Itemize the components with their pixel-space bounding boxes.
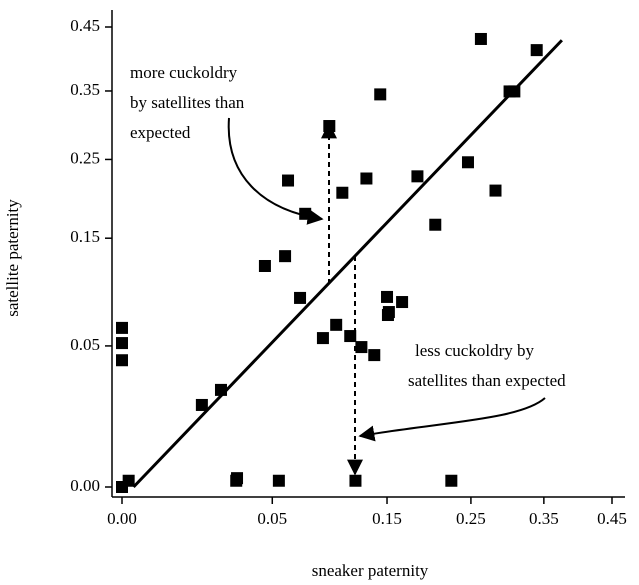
point — [122, 474, 135, 487]
x-tick-label: 0.05 — [257, 509, 287, 528]
annotation: satellites than expected — [408, 371, 566, 390]
x-tick-label: 0.45 — [597, 509, 627, 528]
point — [116, 354, 128, 367]
point — [231, 472, 244, 485]
point — [195, 398, 208, 411]
x-tick-label: 0.25 — [456, 509, 486, 528]
point — [349, 474, 362, 487]
point — [445, 474, 458, 487]
point — [330, 318, 343, 331]
point — [396, 296, 409, 309]
curved-arrow — [358, 397, 546, 442]
y-tick-label: 0.25 — [70, 148, 100, 167]
point — [530, 44, 543, 57]
point — [116, 321, 128, 334]
annotation: more cuckoldry — [130, 63, 238, 82]
x-tick-label: 0.15 — [372, 509, 402, 528]
point — [429, 218, 442, 231]
point — [411, 170, 424, 183]
y-tick-label: 0.35 — [70, 80, 100, 99]
point — [355, 341, 368, 354]
annotation: less cuckoldry by — [415, 341, 534, 360]
y-axis-title: satellite paternity — [3, 199, 22, 317]
trend-line — [132, 39, 563, 489]
point — [279, 250, 292, 263]
curved-arrow — [227, 117, 324, 225]
x-tick-label: 0.35 — [529, 509, 559, 528]
point — [336, 186, 349, 199]
point — [299, 207, 312, 220]
y-tick-label: 0.00 — [70, 476, 100, 495]
y-tick-label: 0.05 — [70, 335, 100, 354]
annotation: expected — [130, 123, 191, 142]
point — [258, 259, 271, 272]
point — [214, 383, 227, 396]
point — [344, 330, 357, 343]
point — [489, 184, 502, 197]
y-tick-label: 0.45 — [70, 16, 100, 35]
x-tick-label: 0.00 — [107, 509, 137, 528]
point — [374, 88, 387, 101]
point — [381, 309, 394, 322]
point — [282, 174, 295, 187]
point — [508, 85, 521, 98]
point — [360, 172, 373, 185]
point — [294, 291, 307, 304]
point — [116, 337, 128, 350]
point — [368, 349, 381, 362]
y-tick-label: 0.15 — [70, 227, 100, 246]
point — [474, 32, 487, 45]
x-axis-title: sneaker paternity — [312, 561, 429, 580]
annotation: by satellites than — [130, 93, 245, 112]
point — [323, 120, 336, 133]
point — [316, 332, 329, 345]
point — [461, 156, 474, 169]
point — [381, 290, 394, 303]
point — [272, 474, 285, 487]
